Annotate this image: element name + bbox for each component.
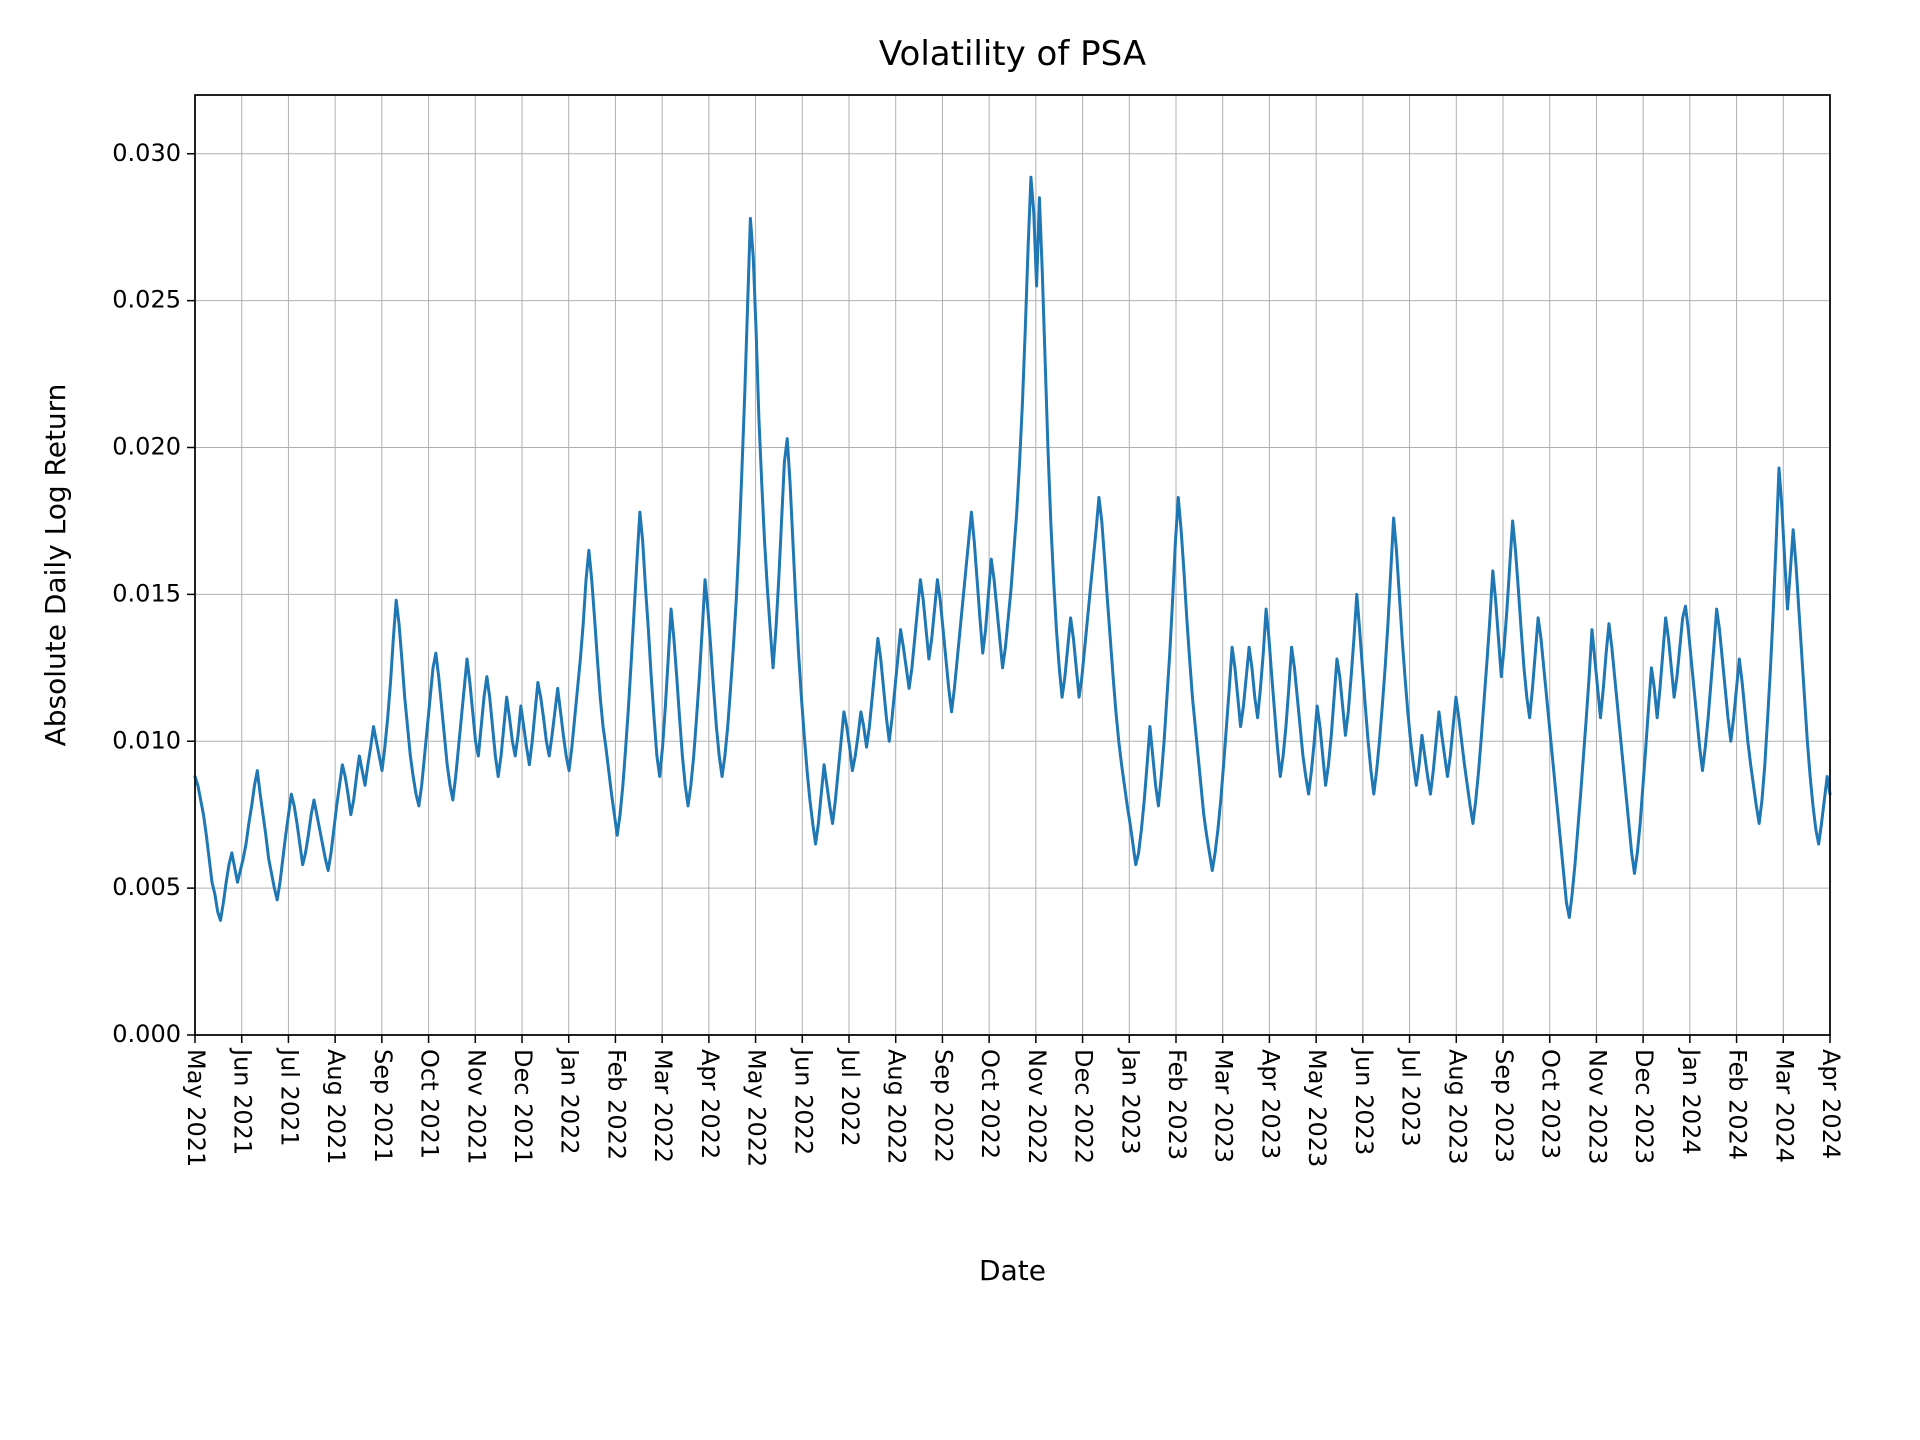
xtick-label: Nov 2021 [462,1049,490,1165]
xtick-label: Jan 2022 [556,1047,584,1155]
ytick-label: 0.025 [112,286,181,314]
xtick-label: Mar 2022 [649,1049,677,1163]
x-axis-label: Date [979,1254,1046,1287]
xtick-label: Apr 2024 [1817,1049,1845,1159]
ytick-label: 0.030 [112,139,181,167]
ytick-label: 0.005 [112,873,181,901]
xtick-label: Aug 2021 [322,1049,350,1165]
xtick-label: Dec 2022 [1070,1049,1098,1164]
xtick-label: Jul 2023 [1397,1047,1425,1147]
xtick-label: Feb 2022 [602,1049,630,1160]
y-axis-label: Absolute Daily Log Return [39,384,72,747]
xtick-label: Oct 2021 [416,1049,444,1159]
xtick-label: Jun 2023 [1350,1047,1378,1155]
xtick-label: Mar 2023 [1210,1049,1238,1163]
xtick-label: Sep 2021 [369,1049,397,1163]
xtick-label: Mar 2024 [1770,1049,1798,1163]
xtick-label: Dec 2023 [1630,1049,1658,1164]
xtick-label: May 2023 [1303,1049,1331,1167]
xtick-label: Apr 2023 [1256,1049,1284,1159]
xtick-label: Jan 2023 [1116,1047,1144,1155]
xtick-label: Jul 2022 [836,1047,864,1147]
xtick-label: Jan 2024 [1677,1047,1705,1155]
xtick-label: Apr 2022 [696,1049,724,1159]
ytick-label: 0.000 [112,1020,181,1048]
xtick-label: Jul 2021 [275,1047,303,1147]
xtick-label: Feb 2023 [1163,1049,1191,1160]
xtick-label: May 2021 [182,1049,210,1167]
ytick-label: 0.020 [112,433,181,461]
volatility-chart: 0.000 0.005 0.010 0.015 0.020 0.025 0.030 May 2… [0,0,1920,1440]
xtick-label: Sep 2022 [929,1049,957,1163]
xtick-label: Aug 2022 [883,1049,911,1165]
xtick-label: Jun 2021 [229,1047,257,1155]
xtick-label: Jun 2022 [789,1047,817,1155]
xtick-label: Nov 2022 [1023,1049,1051,1165]
xtick-label: Aug 2023 [1443,1049,1471,1165]
xtick-label: Feb 2024 [1724,1049,1752,1160]
xtick-label: Oct 2023 [1537,1049,1565,1159]
xtick-label: May 2022 [743,1049,771,1167]
xtick-label: Sep 2023 [1490,1049,1518,1163]
xtick-label: Dec 2021 [509,1049,537,1164]
ytick-label: 0.010 [112,726,181,754]
ytick-label: 0.015 [112,579,181,607]
xtick-label: Oct 2022 [976,1049,1004,1159]
xtick-label: Nov 2023 [1583,1049,1611,1165]
chart-title: Volatility of PSA [879,34,1146,74]
chart-container: 0.000 0.005 0.010 0.015 0.020 0.025 0.030 May 2… [0,0,1920,1440]
